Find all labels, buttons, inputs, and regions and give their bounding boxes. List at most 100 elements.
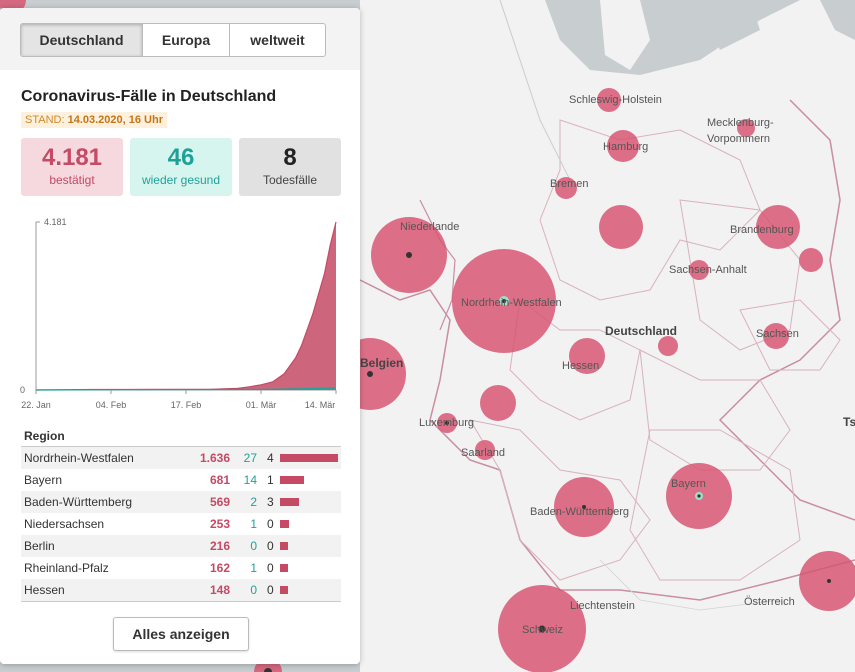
recovered-cell: 1 [250, 561, 257, 575]
bubble-thueringen [658, 336, 678, 356]
bubble-hessen [569, 338, 605, 374]
tab-bar: Deutschland Europa weltweit [0, 8, 360, 70]
confirmed-cell: 569 [209, 495, 230, 509]
confirmed-bar [280, 542, 288, 550]
series-area-confirmed [36, 222, 336, 390]
map-labels: Schleswig-Holstein Hamburg Mecklenburg- Vor… [360, 94, 855, 636]
deaths-label: Todesfälle [262, 173, 318, 187]
series-line-confirmed [35, 221, 337, 391]
table-row[interactable]: Hessen 148 0 0 [21, 579, 341, 601]
map-label: Österreich [744, 596, 795, 608]
show-all-button[interactable]: Alles anzeigen [113, 617, 249, 651]
map-label: Bremen [550, 178, 589, 190]
map-label: Schleswig-Holstein [569, 94, 662, 106]
bubble-sachsen [763, 323, 789, 349]
tab-weltweit[interactable]: weltweit [229, 24, 325, 56]
region-name: Rheinland-Pfalz [24, 561, 109, 575]
map-label: Schweiz [522, 624, 563, 636]
region-name: Niedersachsen [24, 517, 105, 531]
stand-label: STAND: [25, 114, 65, 126]
map-label: Hessen [562, 360, 599, 372]
table-row[interactable]: Baden-Württemberg 569 2 3 [21, 491, 341, 513]
tab-deutschland[interactable]: Deutschland [21, 24, 142, 56]
confirmed-bar [280, 564, 288, 572]
deaths-cell: 0 [267, 583, 274, 597]
bubble-saarland [475, 440, 495, 460]
y-min-label: 0 [20, 385, 25, 395]
table-row[interactable]: Rheinland-Pfalz 162 1 0 [21, 557, 341, 579]
deaths-cell: 0 [267, 561, 274, 575]
stat-deaths: 8 Todesfälle [239, 138, 341, 196]
confirmed-count: 4.181 [41, 144, 103, 171]
table-row[interactable]: Bayern 681 14 1 [21, 469, 341, 491]
region-name: Hessen [24, 583, 65, 597]
deaths-cell: 0 [267, 517, 274, 531]
confirmed-cell: 681 [209, 473, 230, 487]
bubble-sachsen-anhalt [689, 260, 709, 280]
region-name: Nordrhein-Westfalen [24, 451, 134, 465]
x-tick-label: 22. Jan [21, 400, 51, 410]
x-tick-label: 01. Mär [246, 400, 277, 410]
region-name: Baden-Württemberg [24, 495, 133, 509]
x-tick-label: 17. Feb [171, 400, 202, 410]
stat-recovered: 46 wieder gesund [130, 138, 232, 196]
deaths-cell: 4 [267, 451, 274, 465]
map-label: Niederlande [400, 221, 459, 233]
deaths-cell: 1 [267, 473, 274, 487]
region-tabs: Deutschland Europa weltweit [20, 23, 326, 57]
y-max-label: 4.181 [44, 217, 67, 227]
bubble-rheinland-pfalz [480, 385, 516, 421]
page-title: Coronavirus-Fälle in Deutschland [21, 88, 277, 105]
region-name: Berlin [24, 539, 55, 553]
info-panel: Deutschland Europa weltweit Coronavirus-… [0, 8, 360, 664]
region-header: Region [24, 429, 65, 443]
stand-badge: STAND: 14.03.2020, 16 Uhr [21, 112, 167, 128]
map-label: Mecklenburg- [707, 117, 774, 129]
region-table: Nordrhein-Westfalen 1.636 27 4 Bayern 681 14 1 B… [21, 446, 341, 602]
confirmed-cell: 148 [209, 583, 230, 597]
map-label: Saarland [461, 447, 505, 459]
map-label: Baden-Württemberg [530, 506, 629, 518]
map-label: Hamburg [603, 141, 648, 153]
map-label: Sachsen [756, 328, 799, 340]
cases-chart: 4.181 0 22. Jan 04. Feb 17. Feb 01. Mär 14. … [20, 217, 337, 410]
confirmed-label: bestätigt [49, 173, 95, 187]
confirmed-cell: 253 [209, 517, 230, 531]
recovered-cell: 14 [243, 473, 257, 487]
map-label: Luxemburg [419, 417, 474, 429]
bubble-mecklenburg [737, 119, 755, 137]
recovered-cell: 1 [250, 517, 257, 531]
map-label: Liechtenstein [570, 600, 635, 612]
confirmed-cell: 1.636 [199, 451, 230, 465]
bubble-berlin [756, 205, 800, 249]
confirmed-bar [280, 498, 299, 506]
x-tick-label: 04. Feb [96, 400, 127, 410]
recovered-cell: 27 [243, 451, 257, 465]
bubble-bremen [555, 177, 577, 199]
confirmed-cell: 162 [209, 561, 230, 575]
bubble-brandenburg-east [799, 248, 823, 272]
tab-europa[interactable]: Europa [142, 24, 229, 56]
table-row[interactable]: Nordrhein-Westfalen 1.636 27 4 [21, 447, 341, 469]
confirmed-bar [280, 520, 289, 528]
recovered-cell: 0 [250, 539, 257, 553]
recovered-label: wieder gesund [141, 173, 221, 187]
recovered-cell: 0 [250, 583, 257, 597]
confirmed-bar [280, 476, 304, 484]
map-label: Nordrhein-Westfalen [461, 297, 562, 309]
map-label: Sachsen-Anhalt [669, 264, 747, 276]
chart-ticks: 22. Jan 04. Feb 17. Feb 01. Mär 14. Mär [21, 390, 337, 410]
bubble-hamburg [607, 130, 639, 162]
deaths-cell: 3 [267, 495, 274, 509]
stand-value: 14.03.2020, 16 Uhr [67, 114, 163, 126]
confirmed-cell: 216 [209, 539, 230, 553]
map-label: Ts [843, 415, 855, 429]
deaths-cell: 0 [267, 539, 274, 553]
table-row[interactable]: Niedersachsen 253 1 0 [21, 513, 341, 535]
recovered-count: 46 [167, 144, 195, 171]
bubble-niedersachsen [599, 205, 643, 249]
map-label: Brandenburg [730, 224, 794, 236]
table-row[interactable]: Berlin 216 0 0 [21, 535, 341, 557]
bubble-schleswig-holstein [597, 88, 621, 112]
recovered-dots [264, 252, 831, 672]
